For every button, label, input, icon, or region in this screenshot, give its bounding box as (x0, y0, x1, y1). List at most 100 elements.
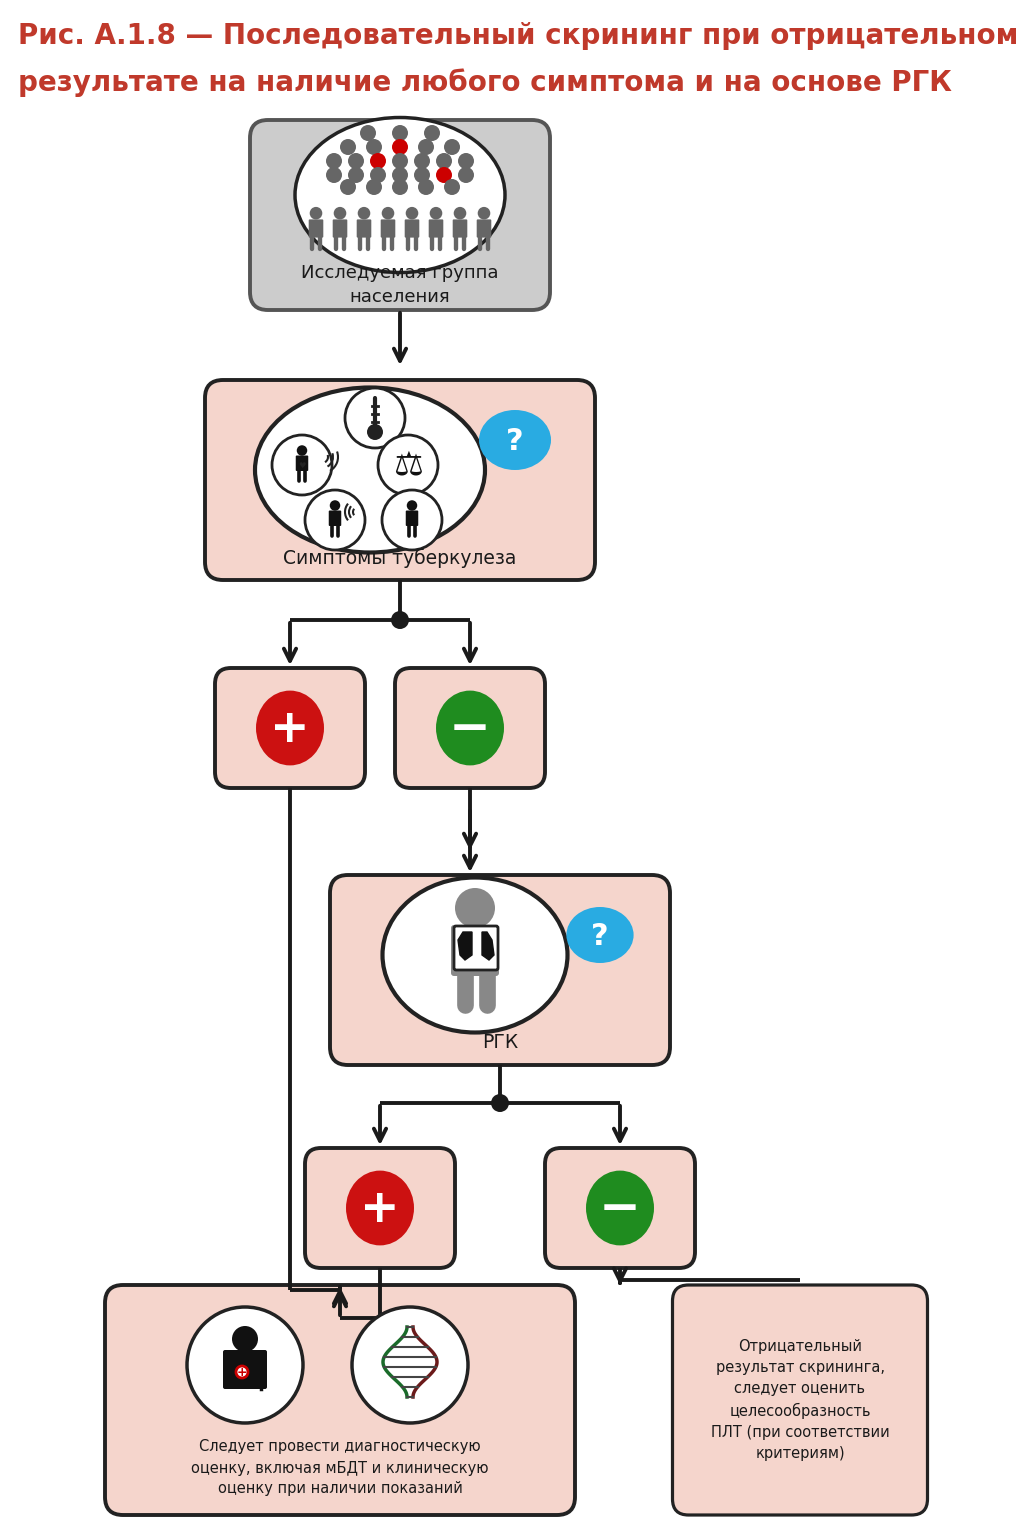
FancyBboxPatch shape (305, 1148, 455, 1268)
Ellipse shape (346, 1170, 414, 1245)
Circle shape (414, 153, 430, 168)
Circle shape (297, 445, 307, 456)
Circle shape (309, 207, 323, 219)
Circle shape (392, 139, 408, 155)
Ellipse shape (255, 387, 485, 552)
FancyBboxPatch shape (250, 119, 550, 311)
Circle shape (340, 139, 356, 155)
Circle shape (406, 207, 418, 219)
Circle shape (367, 424, 383, 441)
Circle shape (378, 435, 438, 496)
Circle shape (436, 167, 452, 184)
FancyBboxPatch shape (356, 219, 372, 237)
FancyBboxPatch shape (406, 511, 418, 526)
Text: Следует провести диагностическую
оценку, включая мБДТ и клиническую
оценку при н: Следует провести диагностическую оценку,… (191, 1440, 488, 1496)
Circle shape (348, 153, 364, 168)
Circle shape (382, 207, 394, 219)
Text: результате на наличие любого симптома и на основе РГК: результате на наличие любого симптома и … (18, 67, 952, 96)
FancyBboxPatch shape (308, 219, 324, 237)
Circle shape (326, 153, 342, 168)
Text: ⚖: ⚖ (393, 448, 423, 482)
Text: РГК: РГК (482, 1033, 518, 1051)
Circle shape (382, 490, 442, 549)
Text: −: − (450, 705, 490, 753)
Text: Исследуемая группа
населения: Исследуемая группа населения (301, 265, 499, 306)
Text: ♥: ♥ (298, 461, 306, 470)
FancyBboxPatch shape (105, 1285, 575, 1515)
Circle shape (370, 153, 386, 168)
Ellipse shape (436, 690, 504, 765)
FancyBboxPatch shape (545, 1148, 695, 1268)
Circle shape (430, 207, 442, 219)
Circle shape (370, 167, 386, 184)
Text: ?: ? (506, 427, 524, 456)
Circle shape (454, 207, 466, 219)
Circle shape (407, 500, 417, 511)
Circle shape (455, 887, 495, 929)
FancyBboxPatch shape (429, 219, 443, 237)
FancyBboxPatch shape (381, 219, 395, 237)
Polygon shape (482, 932, 494, 959)
Text: Рис. А.1.8 — Последовательный скрининг при отрицательном: Рис. А.1.8 — Последовательный скрининг п… (18, 21, 1019, 50)
FancyBboxPatch shape (395, 669, 545, 788)
Text: +: + (270, 707, 310, 751)
FancyBboxPatch shape (215, 669, 365, 788)
Text: +: + (237, 1366, 248, 1380)
Circle shape (392, 167, 408, 184)
Ellipse shape (479, 410, 551, 470)
Text: Симптомы туберкулеза: Симптомы туберкулеза (284, 548, 517, 568)
Circle shape (340, 179, 356, 194)
Circle shape (326, 167, 342, 184)
Circle shape (392, 153, 408, 168)
Circle shape (334, 207, 346, 219)
Circle shape (444, 179, 460, 194)
Circle shape (458, 153, 474, 168)
FancyBboxPatch shape (231, 1349, 259, 1385)
FancyBboxPatch shape (454, 926, 498, 970)
Circle shape (414, 167, 430, 184)
Text: ?: ? (591, 921, 609, 950)
Ellipse shape (383, 878, 567, 1033)
Circle shape (418, 139, 434, 155)
Text: Отрицательный
результат скрининга,
следует оценить
целесообразность
ПЛТ (при соо: Отрицательный результат скрининга, следу… (711, 1339, 890, 1461)
Text: +: + (360, 1186, 399, 1232)
Circle shape (348, 167, 364, 184)
Circle shape (232, 1327, 258, 1353)
Text: −: − (599, 1186, 641, 1233)
Circle shape (391, 610, 409, 629)
FancyBboxPatch shape (296, 456, 308, 471)
Circle shape (418, 179, 434, 194)
Ellipse shape (295, 118, 505, 272)
Circle shape (366, 139, 382, 155)
Ellipse shape (586, 1170, 654, 1245)
Circle shape (345, 389, 406, 448)
Circle shape (272, 435, 332, 496)
Circle shape (444, 139, 460, 155)
Ellipse shape (566, 907, 634, 962)
Circle shape (352, 1307, 468, 1423)
FancyBboxPatch shape (451, 926, 499, 976)
FancyBboxPatch shape (477, 219, 492, 237)
Circle shape (392, 179, 408, 194)
FancyBboxPatch shape (205, 379, 595, 580)
Circle shape (360, 125, 376, 141)
Circle shape (187, 1307, 303, 1423)
FancyBboxPatch shape (673, 1285, 928, 1515)
Circle shape (490, 1094, 509, 1112)
FancyBboxPatch shape (329, 511, 341, 526)
FancyBboxPatch shape (330, 875, 670, 1065)
Circle shape (330, 500, 340, 511)
Circle shape (424, 125, 440, 141)
FancyBboxPatch shape (333, 219, 347, 237)
Circle shape (478, 207, 490, 219)
Circle shape (392, 125, 408, 141)
Circle shape (305, 490, 365, 549)
FancyBboxPatch shape (223, 1349, 267, 1389)
FancyBboxPatch shape (453, 219, 467, 237)
FancyBboxPatch shape (404, 219, 419, 237)
Circle shape (458, 167, 474, 184)
Polygon shape (458, 932, 472, 959)
Circle shape (366, 179, 382, 194)
Circle shape (357, 207, 371, 219)
Ellipse shape (256, 690, 324, 765)
